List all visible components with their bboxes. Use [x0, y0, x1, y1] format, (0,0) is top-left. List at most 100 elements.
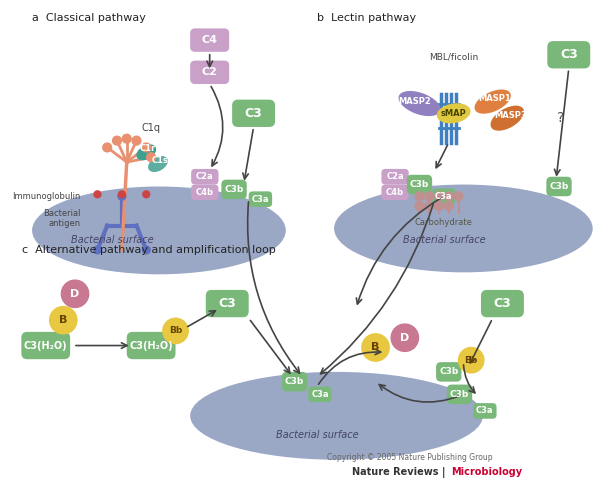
- Text: C4: C4: [202, 35, 218, 45]
- FancyBboxPatch shape: [127, 332, 176, 359]
- Text: C3b: C3b: [550, 182, 569, 191]
- FancyBboxPatch shape: [191, 169, 218, 184]
- Ellipse shape: [398, 91, 440, 116]
- Circle shape: [454, 192, 463, 201]
- Text: Bacterial
antigen: Bacterial antigen: [43, 209, 81, 228]
- Ellipse shape: [136, 144, 156, 160]
- Text: Copyright © 2005 Nature Publishing Group: Copyright © 2005 Nature Publishing Group: [327, 453, 493, 462]
- Text: sMAP: sMAP: [441, 109, 467, 118]
- FancyBboxPatch shape: [436, 362, 461, 382]
- FancyBboxPatch shape: [232, 100, 275, 127]
- Circle shape: [94, 191, 101, 198]
- FancyBboxPatch shape: [432, 188, 455, 204]
- Text: Microbiology: Microbiology: [451, 467, 522, 477]
- Circle shape: [147, 153, 155, 162]
- Text: c  Alternative pathway and amplification loop: c Alternative pathway and amplification …: [22, 245, 276, 255]
- FancyBboxPatch shape: [473, 403, 497, 419]
- Circle shape: [142, 246, 150, 254]
- Text: C3: C3: [218, 297, 236, 310]
- FancyBboxPatch shape: [481, 290, 524, 317]
- FancyBboxPatch shape: [249, 191, 272, 207]
- Text: Bacterial surface: Bacterial surface: [403, 235, 485, 245]
- Circle shape: [132, 136, 141, 145]
- Text: C3: C3: [494, 297, 511, 310]
- Text: D: D: [400, 333, 409, 343]
- Text: Carbohydrate: Carbohydrate: [415, 218, 473, 227]
- Text: Nature Reviews |: Nature Reviews |: [352, 467, 449, 478]
- Text: C2: C2: [202, 68, 218, 77]
- Ellipse shape: [437, 103, 470, 123]
- FancyBboxPatch shape: [547, 176, 572, 196]
- Circle shape: [61, 280, 89, 308]
- FancyBboxPatch shape: [308, 387, 332, 402]
- Circle shape: [113, 136, 121, 145]
- Text: C3b: C3b: [285, 377, 304, 386]
- Circle shape: [458, 348, 484, 373]
- Text: MBL/ficolin: MBL/ficolin: [429, 52, 478, 61]
- Circle shape: [415, 202, 424, 211]
- Circle shape: [50, 307, 77, 334]
- Ellipse shape: [32, 186, 286, 274]
- Circle shape: [118, 191, 125, 198]
- FancyBboxPatch shape: [206, 290, 249, 317]
- Text: C1s: C1s: [151, 156, 169, 165]
- Text: C3: C3: [560, 48, 578, 61]
- FancyBboxPatch shape: [22, 332, 70, 359]
- FancyBboxPatch shape: [407, 175, 432, 194]
- Text: a  Classical pathway: a Classical pathway: [32, 13, 146, 23]
- Circle shape: [362, 334, 389, 361]
- Text: B: B: [59, 315, 67, 325]
- Circle shape: [425, 192, 434, 201]
- Text: Bacterial surface: Bacterial surface: [276, 430, 358, 440]
- Text: C3b: C3b: [224, 185, 244, 194]
- Circle shape: [163, 318, 188, 344]
- Text: C3b: C3b: [450, 390, 469, 399]
- Text: B: B: [371, 343, 380, 352]
- Text: Immunoglobulin: Immunoglobulin: [13, 192, 81, 201]
- Text: Bb: Bb: [464, 355, 478, 365]
- Circle shape: [143, 191, 149, 198]
- Text: ?: ?: [557, 111, 565, 125]
- Text: MASP1: MASP1: [478, 94, 511, 103]
- Circle shape: [142, 143, 151, 152]
- Text: C3b: C3b: [410, 180, 429, 189]
- Ellipse shape: [190, 372, 483, 459]
- Text: C2a: C2a: [386, 172, 404, 181]
- Circle shape: [415, 192, 424, 201]
- Circle shape: [434, 202, 443, 211]
- FancyBboxPatch shape: [221, 179, 247, 199]
- FancyBboxPatch shape: [547, 41, 590, 69]
- Ellipse shape: [475, 90, 511, 114]
- Text: C3: C3: [245, 107, 262, 120]
- Ellipse shape: [334, 184, 593, 272]
- Ellipse shape: [148, 156, 168, 172]
- Text: Bb: Bb: [169, 326, 182, 335]
- Text: b  Lectin pathway: b Lectin pathway: [317, 13, 416, 23]
- Text: C1q: C1q: [142, 123, 160, 133]
- FancyBboxPatch shape: [382, 169, 409, 184]
- Text: MASP2: MASP2: [398, 97, 431, 106]
- FancyBboxPatch shape: [191, 184, 218, 200]
- Circle shape: [434, 192, 443, 201]
- Text: C3a: C3a: [251, 195, 269, 204]
- Circle shape: [122, 134, 131, 143]
- Text: C3(H₂O): C3(H₂O): [24, 341, 68, 351]
- FancyBboxPatch shape: [447, 385, 472, 404]
- Text: C3b: C3b: [439, 367, 458, 376]
- Text: MASP3: MASP3: [494, 111, 527, 120]
- Circle shape: [103, 143, 112, 152]
- Text: C3a: C3a: [476, 406, 494, 416]
- Text: C4b: C4b: [386, 188, 404, 197]
- FancyBboxPatch shape: [282, 372, 307, 391]
- Text: C1r: C1r: [140, 144, 157, 153]
- Text: C3a: C3a: [311, 390, 329, 399]
- Circle shape: [118, 192, 126, 200]
- Text: C2a: C2a: [196, 172, 214, 181]
- Ellipse shape: [491, 106, 524, 131]
- Text: C3(H₂O): C3(H₂O): [130, 341, 173, 351]
- FancyBboxPatch shape: [382, 184, 409, 200]
- Text: C3a: C3a: [435, 192, 452, 201]
- Text: D: D: [70, 289, 80, 299]
- FancyBboxPatch shape: [190, 29, 229, 52]
- FancyBboxPatch shape: [190, 61, 229, 84]
